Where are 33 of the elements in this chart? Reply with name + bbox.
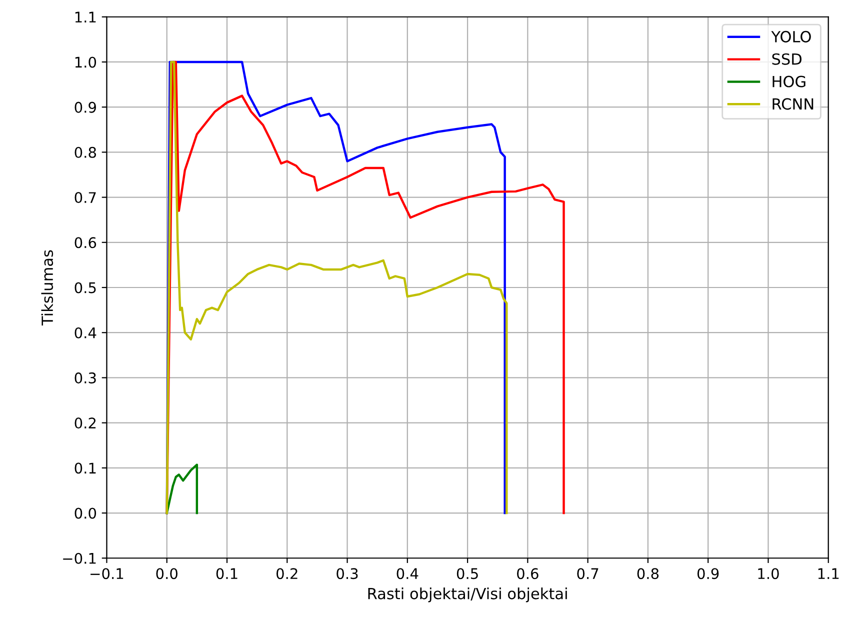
y-axis-title: Tikslumas bbox=[41, 250, 54, 326]
x-tick-label: −0.1 bbox=[90, 568, 124, 580]
x-tick-label: 0.6 bbox=[517, 568, 538, 580]
y-tick-label: 0.3 bbox=[74, 372, 96, 384]
x-tick-label: 0.9 bbox=[697, 568, 719, 580]
x-tick-label: 0.7 bbox=[577, 568, 598, 580]
line-series bbox=[166, 464, 198, 514]
legend-label: SSD bbox=[772, 53, 802, 65]
x-axis-title: Rasti objektai/Visi objektai bbox=[368, 588, 567, 602]
y-tick-label: 0.7 bbox=[74, 192, 96, 204]
x-tick-label: 0.0 bbox=[156, 568, 178, 580]
x-tick-label: 0.5 bbox=[456, 568, 478, 580]
legend-label: YOLO bbox=[771, 30, 811, 42]
y-tick-label: −0.1 bbox=[63, 552, 96, 564]
x-tick-label: 0.1 bbox=[216, 568, 238, 580]
y-tick-label: 0.0 bbox=[74, 508, 96, 519]
x-tick-label: 1.1 bbox=[818, 568, 839, 579]
y-tick-label: 0.2 bbox=[74, 418, 96, 429]
y-tick-label: 0.1 bbox=[74, 462, 96, 474]
x-tick-label: 0.4 bbox=[396, 568, 418, 580]
x-tick-label: 0.8 bbox=[637, 568, 659, 580]
y-tick-label: 0.4 bbox=[74, 327, 96, 338]
y-tick-label: 1.0 bbox=[75, 56, 96, 68]
y-tick-label: 0.8 bbox=[74, 146, 96, 158]
legend-label: HOG bbox=[772, 76, 806, 88]
x-tick-label: 0.3 bbox=[336, 568, 358, 580]
y-tick-label: 0.6 bbox=[74, 237, 96, 248]
legend-label: RCNN bbox=[772, 98, 814, 110]
y-tick-label: 1.1 bbox=[75, 12, 96, 22]
x-tick-label: 0.2 bbox=[276, 568, 298, 580]
x-tick-label: 1.0 bbox=[758, 568, 779, 580]
y-tick-label: 0.9 bbox=[74, 102, 96, 113]
y-tick-label: 0.5 bbox=[74, 282, 96, 294]
